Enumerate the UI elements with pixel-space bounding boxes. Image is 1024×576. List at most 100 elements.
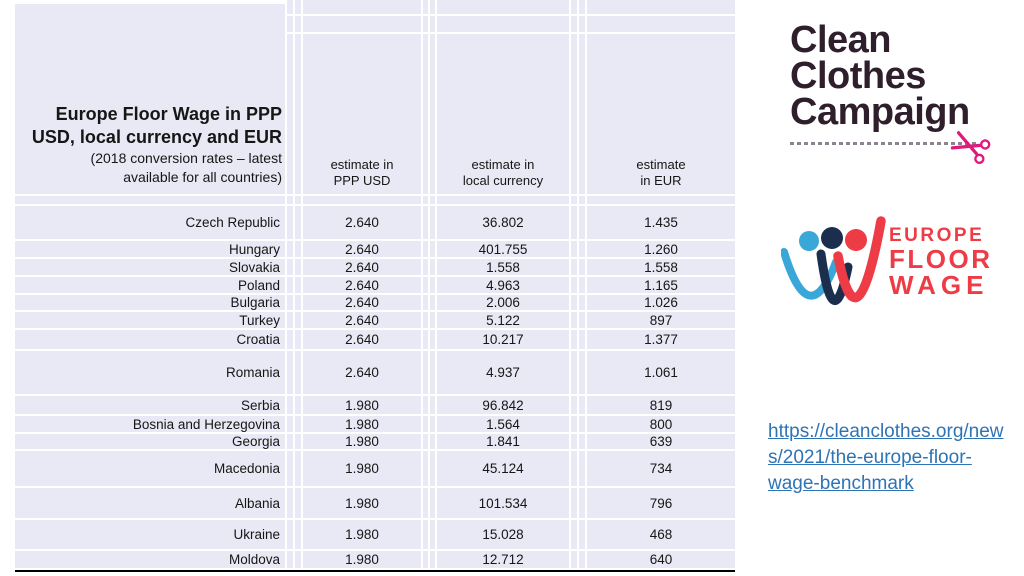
filler-cell bbox=[571, 396, 577, 414]
ppp-usd-cell: 2.640 bbox=[303, 312, 421, 328]
dotted-cut-line bbox=[790, 131, 991, 165]
local-currency-cell: 101.534 bbox=[437, 488, 569, 518]
local-currency-cell: 1.564 bbox=[437, 416, 569, 432]
filler-cell bbox=[579, 277, 585, 293]
ppp-usd-cell: 1.980 bbox=[303, 451, 421, 486]
filler-cell bbox=[287, 330, 293, 349]
country-cell: Moldova bbox=[15, 551, 285, 568]
scissors-icon bbox=[950, 131, 991, 165]
filler-cell bbox=[295, 551, 301, 568]
filler-cell bbox=[579, 206, 585, 239]
ppp-usd-cell: 2.640 bbox=[303, 259, 421, 275]
source-link[interactable]: https://cleanclothes.org/new s/2021/the-… bbox=[768, 419, 1024, 497]
filler-cell bbox=[579, 416, 585, 432]
country-cell: Ukraine bbox=[15, 520, 285, 549]
table-row: Turkey 2.640 5.122 897 bbox=[15, 312, 735, 328]
filler-cell bbox=[579, 330, 585, 349]
filler-cell bbox=[423, 451, 428, 486]
eur-cell: 1.260 bbox=[587, 241, 735, 257]
filler-cell bbox=[287, 206, 293, 239]
ppp-usd-cell: 1.980 bbox=[303, 551, 421, 568]
efw-figures-icon bbox=[781, 216, 886, 306]
header-filler-cell bbox=[295, 34, 301, 194]
ccc-logo-word: Campaign bbox=[790, 91, 970, 133]
filler-cell bbox=[430, 488, 435, 518]
filler-cell bbox=[287, 295, 293, 310]
country-cell: Serbia bbox=[15, 396, 285, 414]
header-spacer-cell bbox=[287, 0, 293, 14]
filler-cell bbox=[430, 551, 435, 568]
filler-cell bbox=[571, 520, 577, 549]
filler-cell bbox=[15, 196, 285, 204]
efw-logo-word: EUROPE bbox=[889, 225, 985, 246]
table-row: Bulgaria 2.640 2.006 1.026 bbox=[15, 295, 735, 310]
filler-cell bbox=[571, 488, 577, 518]
source-link-line: wage-benchmark bbox=[768, 473, 914, 494]
filler-cell bbox=[430, 451, 435, 486]
filler-cell bbox=[430, 520, 435, 549]
eur-cell: 1.061 bbox=[587, 351, 735, 394]
table-row: Georgia 1.980 1.841 639 bbox=[15, 434, 735, 449]
local-currency-cell: 45.124 bbox=[437, 451, 569, 486]
country-cell: Hungary bbox=[15, 241, 285, 257]
filler-cell bbox=[295, 312, 301, 328]
filler-cell bbox=[571, 295, 577, 310]
filler-cell bbox=[423, 241, 428, 257]
source-link-line: https://cleanclothes.org/new bbox=[768, 421, 1004, 442]
filler-cell bbox=[287, 416, 293, 432]
filler-cell bbox=[423, 277, 428, 293]
filler-cell bbox=[430, 206, 435, 239]
local-currency-cell: 1.841 bbox=[437, 434, 569, 449]
eur-cell: 734 bbox=[587, 451, 735, 486]
europe-floor-wage-logo: EUROPE FLOOR WAGE bbox=[781, 212, 993, 314]
efw-logo-word: WAGE bbox=[889, 270, 989, 300]
table-row: Romania 2.640 4.937 1.061 bbox=[15, 351, 735, 394]
filler-cell bbox=[430, 351, 435, 394]
filler-cell bbox=[295, 396, 301, 414]
table-body: Czech Republic 2.640 36.802 1.435 Hungary 2.6… bbox=[15, 196, 735, 568]
column-header: estimate in local currency bbox=[437, 34, 569, 194]
filler-cell bbox=[579, 396, 585, 414]
filler-cell bbox=[295, 259, 301, 275]
eur-cell: 800 bbox=[587, 416, 735, 432]
filler-cell bbox=[295, 488, 301, 518]
table-row: Slovakia 2.640 1.558 1.558 bbox=[15, 259, 735, 275]
header-spacer-cell bbox=[579, 16, 585, 32]
country-cell: Croatia bbox=[15, 330, 285, 349]
filler-cell bbox=[430, 312, 435, 328]
local-currency-cell: 96.842 bbox=[437, 396, 569, 414]
ppp-usd-cell: 1.980 bbox=[303, 488, 421, 518]
filler-cell bbox=[571, 551, 577, 568]
filler-cell bbox=[295, 451, 301, 486]
eur-cell: 897 bbox=[587, 312, 735, 328]
country-cell: Bulgaria bbox=[15, 295, 285, 310]
header-spacer-cell bbox=[571, 0, 577, 14]
header-filler-cell bbox=[287, 34, 293, 194]
eur-cell: 1.435 bbox=[587, 206, 735, 239]
filler-cell bbox=[423, 206, 428, 239]
table-bottom-border bbox=[15, 570, 735, 572]
filler-cell bbox=[287, 551, 293, 568]
filler-cell bbox=[295, 330, 301, 349]
header-spacer-cell bbox=[430, 16, 435, 32]
table-row: Macedonia 1.980 45.124 734 bbox=[15, 451, 735, 486]
filler-cell bbox=[430, 416, 435, 432]
table-row: Moldova 1.980 12.712 640 bbox=[15, 551, 735, 568]
table-subtitle: (2018 conversion rates – latest availabl… bbox=[90, 150, 282, 185]
ccc-logo-word: Clean bbox=[790, 19, 891, 61]
filler-cell bbox=[430, 196, 435, 204]
local-currency-cell: 5.122 bbox=[437, 312, 569, 328]
eur-cell: 468 bbox=[587, 520, 735, 549]
table-row: Serbia 1.980 96.842 819 bbox=[15, 396, 735, 414]
header-spacer-cell bbox=[437, 16, 569, 32]
wage-table: Europe Floor Wage in PPP USD, local curr… bbox=[15, 0, 735, 572]
filler-cell bbox=[295, 351, 301, 394]
filler-cell bbox=[287, 488, 293, 518]
local-currency-cell: 15.028 bbox=[437, 520, 569, 549]
ppp-usd-cell: 2.640 bbox=[303, 241, 421, 257]
ppp-usd-cell: 2.640 bbox=[303, 330, 421, 349]
eur-cell: 639 bbox=[587, 434, 735, 449]
source-link-line: s/2021/the-europe-floor- bbox=[768, 447, 972, 468]
filler-cell bbox=[295, 434, 301, 449]
filler-cell bbox=[423, 259, 428, 275]
